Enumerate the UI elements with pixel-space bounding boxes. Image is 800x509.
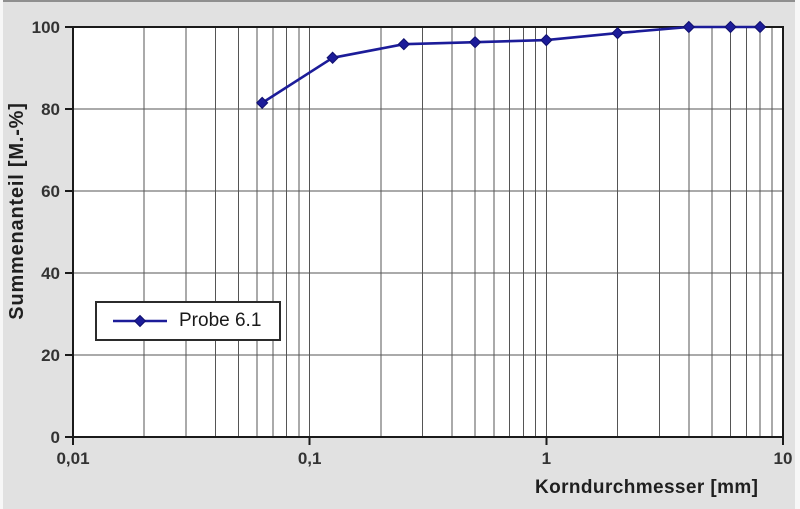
plot-background <box>73 27 783 437</box>
legend-diamond-marker-icon <box>133 314 147 328</box>
data-point-marker <box>540 33 553 47</box>
window-border-left <box>0 0 3 509</box>
x-tick-label: 0,1 <box>298 449 322 468</box>
x-axis-title: Korndurchmesser [mm] <box>535 477 759 498</box>
window-border-right <box>795 0 800 509</box>
x-tick-label: 1 <box>542 449 551 468</box>
data-point-marker <box>468 35 482 49</box>
x-tick-label: 10 <box>774 449 793 468</box>
data-point-marker <box>326 51 339 64</box>
data-point-marker <box>397 38 411 51</box>
legend-line-sample <box>113 314 167 328</box>
data-point-marker <box>724 20 737 34</box>
data-point-marker <box>753 20 767 34</box>
window-border-top <box>0 0 800 2</box>
x-tick-label: 0,01 <box>56 449 89 468</box>
data-point-marker <box>611 26 624 40</box>
data-point-marker <box>682 20 696 34</box>
legend: Probe 6.1 <box>95 301 281 341</box>
y-tick-label: 40 <box>41 264 60 283</box>
y-tick-label: 20 <box>41 346 60 365</box>
y-tick-label: 80 <box>41 100 60 119</box>
plot-border <box>71 25 785 439</box>
y-tick-label: 0 <box>51 428 60 447</box>
y-tick-label: 60 <box>41 182 60 201</box>
data-point-marker <box>255 96 269 110</box>
y-tick-label: 100 <box>32 18 60 37</box>
y-axis-title: Summenanteil [M.-%] <box>6 102 28 320</box>
legend-label: Probe 6.1 <box>179 310 262 331</box>
